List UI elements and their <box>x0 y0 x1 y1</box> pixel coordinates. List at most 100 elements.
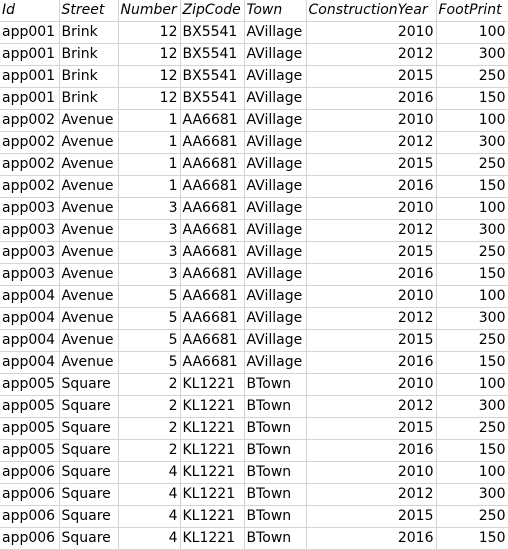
cell-street[interactable]: Square <box>59 483 119 506</box>
cell-id[interactable]: app005 <box>0 417 60 440</box>
cell-town[interactable]: BTown <box>244 505 307 528</box>
cell-town[interactable]: BTown <box>244 439 307 462</box>
cell-zipcode[interactable]: BX5541 <box>180 87 245 110</box>
cell-zipcode[interactable]: KL1221 <box>180 483 245 506</box>
cell-id[interactable]: app001 <box>0 43 60 66</box>
cell-town[interactable]: BTown <box>244 373 307 396</box>
cell-zipcode[interactable]: AA6681 <box>180 285 245 308</box>
cell-street[interactable]: Brink <box>59 43 119 66</box>
cell-town[interactable]: BTown <box>244 527 307 550</box>
cell-number[interactable]: 3 <box>118 197 181 220</box>
cell-construction-year[interactable]: 2010 <box>306 461 437 484</box>
cell-footprint[interactable]: 300 <box>436 395 508 418</box>
cell-id[interactable]: app005 <box>0 373 60 396</box>
cell-zipcode[interactable]: AA6681 <box>180 351 245 374</box>
cell-construction-year[interactable]: 2015 <box>306 65 437 88</box>
cell-zipcode[interactable]: BX5541 <box>180 21 245 44</box>
cell-id[interactable]: app006 <box>0 483 60 506</box>
cell-zipcode[interactable]: KL1221 <box>180 505 245 528</box>
cell-number[interactable]: 4 <box>118 505 181 528</box>
cell-number[interactable]: 1 <box>118 153 181 176</box>
cell-town[interactable]: AVillage <box>244 351 307 374</box>
cell-town[interactable]: BTown <box>244 395 307 418</box>
cell-zipcode[interactable]: AA6681 <box>180 241 245 264</box>
cell-id[interactable]: app004 <box>0 351 60 374</box>
cell-town[interactable]: AVillage <box>244 285 307 308</box>
cell-town[interactable]: AVillage <box>244 153 307 176</box>
header-town[interactable]: Town <box>244 0 307 22</box>
cell-street[interactable]: Avenue <box>59 351 119 374</box>
cell-footprint[interactable]: 300 <box>436 219 508 242</box>
cell-id[interactable]: app002 <box>0 153 60 176</box>
cell-street[interactable]: Brink <box>59 87 119 110</box>
cell-town[interactable]: AVillage <box>244 241 307 264</box>
cell-street[interactable]: Avenue <box>59 329 119 352</box>
cell-number[interactable]: 2 <box>118 395 181 418</box>
cell-construction-year[interactable]: 2016 <box>306 439 437 462</box>
cell-construction-year[interactable]: 2012 <box>306 307 437 330</box>
header-footprint[interactable]: FootPrint <box>436 0 508 22</box>
cell-number[interactable]: 4 <box>118 461 181 484</box>
cell-id[interactable]: app004 <box>0 329 60 352</box>
header-street[interactable]: Street <box>59 0 119 22</box>
header-zipcode[interactable]: ZipCode <box>180 0 245 22</box>
cell-id[interactable]: app002 <box>0 109 60 132</box>
cell-number[interactable]: 3 <box>118 219 181 242</box>
cell-zipcode[interactable]: AA6681 <box>180 219 245 242</box>
cell-footprint[interactable]: 100 <box>436 109 508 132</box>
cell-number[interactable]: 3 <box>118 263 181 286</box>
cell-id[interactable]: app003 <box>0 197 60 220</box>
cell-id[interactable]: app001 <box>0 87 60 110</box>
header-id[interactable]: Id <box>0 0 60 22</box>
cell-street[interactable]: Avenue <box>59 153 119 176</box>
cell-number[interactable]: 4 <box>118 527 181 550</box>
cell-footprint[interactable]: 100 <box>436 373 508 396</box>
cell-number[interactable]: 5 <box>118 285 181 308</box>
cell-town[interactable]: AVillage <box>244 219 307 242</box>
cell-footprint[interactable]: 150 <box>436 87 508 110</box>
cell-zipcode[interactable]: AA6681 <box>180 131 245 154</box>
cell-town[interactable]: AVillage <box>244 131 307 154</box>
cell-street[interactable]: Square <box>59 461 119 484</box>
cell-id[interactable]: app002 <box>0 175 60 198</box>
cell-construction-year[interactable]: 2015 <box>306 417 437 440</box>
cell-zipcode[interactable]: BX5541 <box>180 65 245 88</box>
cell-footprint[interactable]: 250 <box>436 417 508 440</box>
cell-construction-year[interactable]: 2016 <box>306 351 437 374</box>
cell-street[interactable]: Square <box>59 373 119 396</box>
cell-town[interactable]: AVillage <box>244 329 307 352</box>
cell-town[interactable]: AVillage <box>244 263 307 286</box>
cell-zipcode[interactable]: KL1221 <box>180 439 245 462</box>
cell-construction-year[interactable]: 2010 <box>306 285 437 308</box>
cell-town[interactable]: AVillage <box>244 65 307 88</box>
cell-zipcode[interactable]: AA6681 <box>180 329 245 352</box>
cell-number[interactable]: 2 <box>118 439 181 462</box>
cell-number[interactable]: 5 <box>118 307 181 330</box>
cell-footprint[interactable]: 100 <box>436 285 508 308</box>
cell-footprint[interactable]: 250 <box>436 241 508 264</box>
cell-footprint[interactable]: 100 <box>436 197 508 220</box>
cell-id[interactable]: app005 <box>0 395 60 418</box>
cell-street[interactable]: Brink <box>59 65 119 88</box>
cell-number[interactable]: 3 <box>118 241 181 264</box>
cell-construction-year[interactable]: 2016 <box>306 263 437 286</box>
cell-id[interactable]: app001 <box>0 65 60 88</box>
cell-street[interactable]: Square <box>59 417 119 440</box>
cell-zipcode[interactable]: KL1221 <box>180 527 245 550</box>
cell-zipcode[interactable]: AA6681 <box>180 175 245 198</box>
cell-footprint[interactable]: 150 <box>436 527 508 550</box>
cell-id[interactable]: app002 <box>0 131 60 154</box>
cell-construction-year[interactable]: 2015 <box>306 329 437 352</box>
cell-number[interactable]: 1 <box>118 109 181 132</box>
cell-footprint[interactable]: 100 <box>436 461 508 484</box>
cell-town[interactable]: AVillage <box>244 175 307 198</box>
cell-zipcode[interactable]: KL1221 <box>180 395 245 418</box>
cell-street[interactable]: Avenue <box>59 197 119 220</box>
cell-zipcode[interactable]: AA6681 <box>180 263 245 286</box>
cell-street[interactable]: Square <box>59 439 119 462</box>
cell-street[interactable]: Avenue <box>59 307 119 330</box>
cell-footprint[interactable]: 300 <box>436 43 508 66</box>
cell-id[interactable]: app006 <box>0 505 60 528</box>
cell-town[interactable]: BTown <box>244 483 307 506</box>
cell-id[interactable]: app003 <box>0 241 60 264</box>
